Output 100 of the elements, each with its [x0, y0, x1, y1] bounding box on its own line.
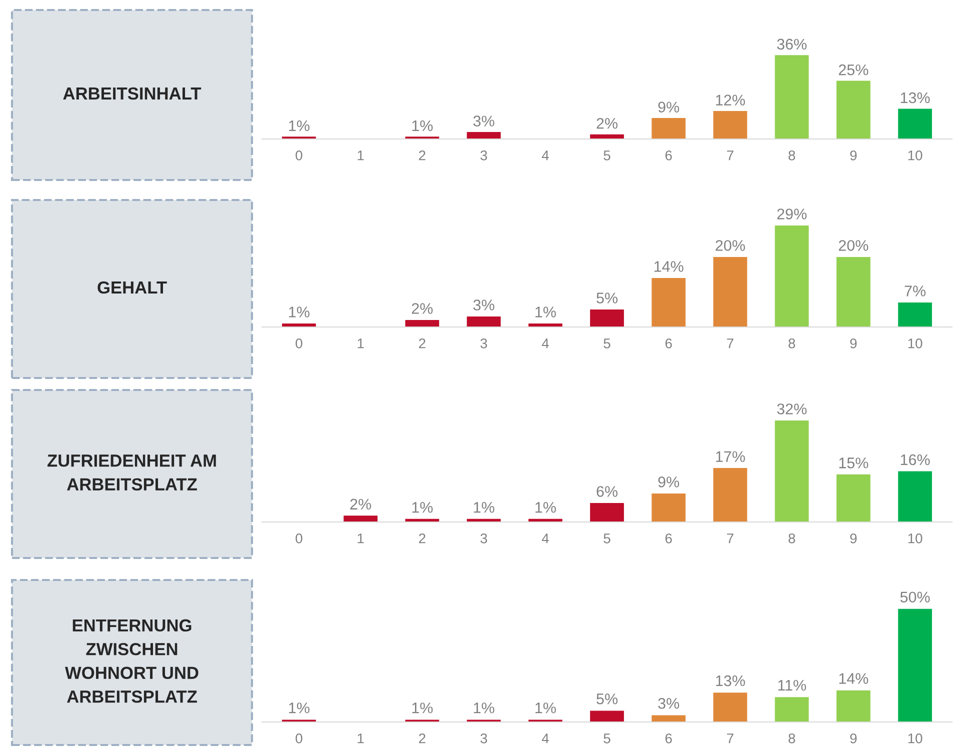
bar — [652, 118, 686, 139]
bar — [652, 493, 686, 522]
text: ENTFERNUNG ZWISCHEN WOHNORT UND ARBEITSPLATZ — [64, 619, 198, 703]
x-tick-label: 5 — [604, 338, 610, 348]
bar — [713, 692, 748, 722]
bar — [898, 471, 932, 522]
bar — [836, 80, 870, 139]
data-label: 29% — [777, 208, 807, 220]
x-tick-label: 2 — [419, 533, 426, 544]
data-label: 2% — [596, 118, 618, 129]
data-label: 1% — [289, 120, 310, 132]
data-label: 15% — [839, 458, 868, 468]
x-tick-label: 5 — [604, 150, 610, 160]
x-tick-label: 2 — [419, 338, 426, 348]
text: ZUFRIEDENHEIT AM ARBEITSPLATZ — [47, 454, 216, 491]
x-tick-label: 5 — [604, 534, 610, 544]
data-label: 32% — [777, 404, 807, 414]
bar — [898, 302, 932, 327]
data-label: 1% — [412, 702, 433, 714]
x-tick-label: 3 — [480, 150, 488, 160]
bar — [836, 256, 870, 327]
x-tick-label: 7 — [727, 534, 734, 544]
data-label: 14% — [654, 261, 684, 272]
x-tick-label: 1 — [358, 734, 364, 744]
x-tick-label: 10 — [908, 533, 922, 544]
x-tick-label: 3 — [480, 338, 488, 348]
bar — [466, 316, 501, 327]
data-label: 5% — [596, 694, 618, 704]
data-label: 9% — [658, 102, 680, 113]
x-tick-label: 1 — [358, 150, 364, 160]
data-label: 12% — [716, 94, 745, 106]
x-tick-label: 0 — [296, 150, 302, 160]
data-label: 20% — [838, 240, 868, 251]
data-label: 1% — [474, 702, 494, 714]
bar — [344, 516, 378, 522]
x-tick-label: 4 — [542, 534, 549, 544]
bar — [590, 502, 624, 522]
x-tick-label: 9 — [850, 733, 857, 744]
x-tick-label: 0 — [296, 533, 302, 544]
bar — [713, 111, 748, 139]
data-label: 20% — [716, 240, 745, 251]
x-tick-label: 6 — [665, 533, 672, 544]
x-tick-label: 3 — [480, 533, 488, 544]
x-tick-label: 3 — [480, 733, 488, 744]
x-tick-label: 7 — [727, 338, 734, 348]
bar — [713, 256, 748, 327]
data-label: 1% — [412, 502, 433, 513]
data-label: 16% — [900, 454, 930, 466]
bar — [713, 468, 748, 522]
x-tick-label: 1 — [358, 534, 364, 544]
x-tick-label: 8 — [788, 533, 796, 544]
x-tick-label: 6 — [665, 733, 672, 744]
data-label: 7% — [904, 286, 926, 296]
data-label: 5% — [596, 292, 618, 304]
x-tick-label: 4 — [542, 150, 549, 160]
bar — [652, 715, 686, 722]
bar — [466, 132, 501, 139]
data-label: 3% — [473, 300, 494, 310]
x-tick-label: 10 — [908, 150, 922, 160]
x-tick-label: 0 — [296, 733, 302, 744]
bar — [774, 697, 809, 722]
x-tick-label: 10 — [908, 338, 922, 348]
bar — [590, 710, 624, 722]
data-label: 1% — [536, 502, 556, 513]
bar — [898, 108, 932, 139]
data-label: 2% — [412, 303, 433, 314]
bar — [405, 320, 440, 327]
bar — [836, 690, 870, 722]
data-label: 6% — [596, 486, 618, 497]
data-label: 3% — [473, 116, 494, 126]
x-tick-label: 10 — [908, 733, 922, 744]
data-label: 14% — [839, 673, 868, 684]
data-label: 25% — [838, 64, 868, 76]
x-tick-label: 6 — [665, 150, 672, 160]
data-label: 9% — [658, 476, 680, 488]
bar — [898, 608, 932, 722]
x-tick-label: 8 — [788, 733, 796, 744]
x-tick-label: 9 — [850, 150, 857, 160]
data-label: 2% — [350, 498, 372, 510]
data-label: 13% — [716, 675, 745, 686]
data-label: 1% — [536, 306, 556, 318]
x-tick-label: 2 — [419, 733, 426, 744]
data-label: 50% — [900, 592, 930, 603]
x-tick-label: 0 — [296, 338, 302, 348]
x-tick-label: 9 — [850, 533, 857, 544]
bar — [774, 55, 809, 139]
bar — [836, 474, 870, 522]
text: GEHALT — [98, 281, 167, 294]
data-label: 17% — [716, 451, 745, 462]
x-tick-label: 7 — [727, 150, 734, 160]
x-tick-label: 6 — [665, 338, 672, 348]
x-tick-label: 4 — [542, 734, 549, 744]
data-label: 1% — [474, 502, 494, 513]
data-label: 1% — [536, 702, 556, 714]
bar — [774, 225, 809, 327]
data-label: 36% — [777, 38, 807, 50]
bar — [774, 420, 809, 522]
data-label: 1% — [412, 120, 433, 132]
x-tick-label: 7 — [727, 734, 734, 744]
x-tick-label: 1 — [358, 338, 364, 348]
